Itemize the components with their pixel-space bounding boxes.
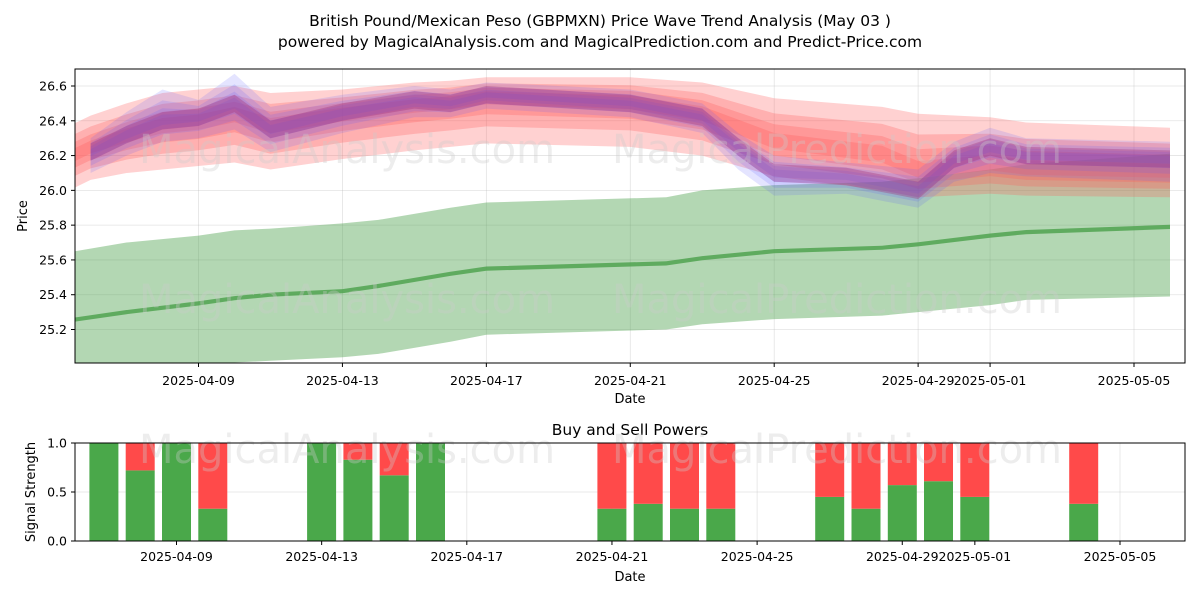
- blue-band-layer: [90, 84, 1171, 202]
- overlap-core-band: [90, 86, 1171, 200]
- buy-power-bar: [706, 508, 736, 541]
- buy-power-bar: [633, 503, 663, 541]
- watermark-text: MagicalAnalysis.com: [139, 127, 555, 173]
- blue-wave-band: [90, 73, 1171, 208]
- signal-y-tick-label: 0.5: [47, 485, 67, 500]
- signal-y-tick-label: 0.0: [47, 534, 67, 549]
- sell-power-bar: [597, 443, 627, 509]
- red-band-layer: [75, 91, 1170, 178]
- chart-title: British Pound/Mexican Peso (GBPMXN) Pric…: [309, 12, 891, 30]
- sell-power-bar: [815, 443, 845, 497]
- price-x-ticks: 2025-04-09 2025-04-13 2025-04-17 2025-04-21…: [162, 363, 1170, 388]
- sell-power-bar: [887, 443, 917, 486]
- signal-x-tick-label: 2025-04-21: [576, 549, 649, 564]
- sell-power-bar: [1069, 443, 1099, 504]
- buy-power-bar: [198, 508, 228, 541]
- buy-power-bar: [307, 443, 337, 541]
- sell-power-bar: [924, 443, 953, 482]
- signal-x-tick-label: 2025-04-09: [140, 549, 213, 564]
- sell-power-bar: [670, 443, 699, 509]
- buy-power-bar: [379, 475, 409, 541]
- buy-power-bar: [887, 485, 917, 541]
- watermark-text: MagicalPrediction.com: [612, 427, 1062, 473]
- price-watermarks: MagicalAnalysis.com MagicalPrediction.com…: [139, 127, 1062, 323]
- red-wave-band: [75, 77, 1170, 198]
- signal-x-tick-label: 2025-04-29: [866, 549, 939, 564]
- sell-power-bar: [960, 443, 990, 497]
- price-x-tick-label: 2025-04-21: [594, 373, 667, 388]
- signal-x-tick-label: 2025-05-01: [939, 549, 1012, 564]
- buy-power-bar: [924, 481, 953, 541]
- signal-x-ticks: 2025-04-09 2025-04-13 2025-04-17 2025-04-21…: [140, 541, 1156, 564]
- signal-x-tick-label: 2025-04-17: [430, 549, 503, 564]
- price-y-axis-label: Price: [16, 200, 31, 232]
- buy-power-bar: [162, 443, 191, 541]
- price-x-tick-label: 2025-04-29: [882, 373, 955, 388]
- signal-x-tick-label: 2025-05-05: [1084, 549, 1157, 564]
- signal-chart-title: Buy and Sell Powers: [552, 421, 709, 439]
- watermark-text: MagicalPrediction.com: [612, 277, 1062, 323]
- price-y-tick-label: 26.2: [39, 148, 67, 163]
- red-band-layer: [75, 83, 1170, 189]
- buy-power-bar: [851, 508, 881, 541]
- buy-power-bar: [89, 443, 119, 541]
- signal-x-axis-label: Date: [614, 570, 645, 585]
- signal-y-axis-label: Signal Strength: [24, 442, 39, 542]
- price-y-tick-label: 25.2: [39, 322, 67, 337]
- signal-y-tick-label: 1.0: [47, 436, 67, 451]
- green-outer-band: [75, 153, 1170, 363]
- price-y-tick-label: 25.8: [39, 218, 67, 233]
- signal-y-ticks: 0.0 0.5 1.0: [47, 436, 75, 549]
- sell-power-bar: [851, 443, 881, 509]
- buy-power-bar: [597, 508, 627, 541]
- watermark-text: MagicalAnalysis.com: [139, 277, 555, 323]
- price-y-tick-label: 26.4: [39, 113, 67, 128]
- blue-band-layer: [90, 73, 1171, 208]
- price-x-tick-label: 2025-04-13: [306, 373, 379, 388]
- price-gridlines: [75, 69, 1185, 363]
- watermark-text: MagicalPrediction.com: [612, 127, 1062, 173]
- buy-power-bar: [1069, 503, 1099, 541]
- red-band-layer: [75, 87, 1170, 183]
- signal-bars: [89, 443, 1099, 541]
- sell-power-bar: [125, 443, 155, 471]
- buy-power-bar: [670, 508, 699, 541]
- signal-chart-panel: Buy and Sell Powers MagicalAnalysis.com M…: [24, 421, 1186, 585]
- price-x-axis-label: Date: [614, 392, 645, 407]
- signal-x-tick-label: 2025-04-25: [721, 549, 794, 564]
- signal-watermarks: MagicalAnalysis.com MagicalPrediction.com: [139, 427, 1062, 473]
- red-band-layer: [75, 77, 1170, 198]
- buy-power-bar: [815, 496, 845, 541]
- price-y-tick-label: 25.4: [39, 287, 67, 302]
- green-wave-band: [75, 153, 1170, 363]
- price-x-tick-label: 2025-04-17: [450, 373, 523, 388]
- sell-power-bar: [343, 443, 373, 460]
- buy-power-bar: [343, 459, 373, 541]
- chart-subtitle: powered by MagicalAnalysis.com and Magic…: [278, 33, 922, 51]
- buy-power-bar: [960, 496, 990, 541]
- blue-band-layer: [90, 89, 1171, 198]
- price-y-tick-label: 25.6: [39, 252, 67, 267]
- price-x-tick-label: 2025-04-25: [738, 373, 811, 388]
- watermark-text: MagicalAnalysis.com: [139, 427, 555, 473]
- buy-power-bar: [416, 443, 445, 541]
- sell-power-bar: [706, 443, 736, 509]
- price-x-tick-label: 2025-04-09: [162, 373, 235, 388]
- price-bands: [75, 73, 1171, 363]
- price-x-tick-label: 2025-05-01: [954, 373, 1027, 388]
- sell-power-bar: [633, 443, 663, 504]
- buy-power-bar: [125, 470, 155, 541]
- sell-power-bar: [379, 443, 409, 476]
- price-y-tick-label: 26.6: [39, 79, 67, 94]
- price-x-tick-label: 2025-05-05: [1098, 373, 1171, 388]
- signal-x-tick-label: 2025-04-13: [285, 549, 358, 564]
- price-chart-panel: MagicalAnalysis.com MagicalPrediction.com…: [16, 68, 1186, 407]
- price-y-ticks: 25.2 25.4 25.6 25.8 26.0 26.2 26.4 26.6: [39, 79, 75, 337]
- price-y-tick-label: 26.0: [39, 183, 67, 198]
- sell-power-bar: [198, 443, 228, 509]
